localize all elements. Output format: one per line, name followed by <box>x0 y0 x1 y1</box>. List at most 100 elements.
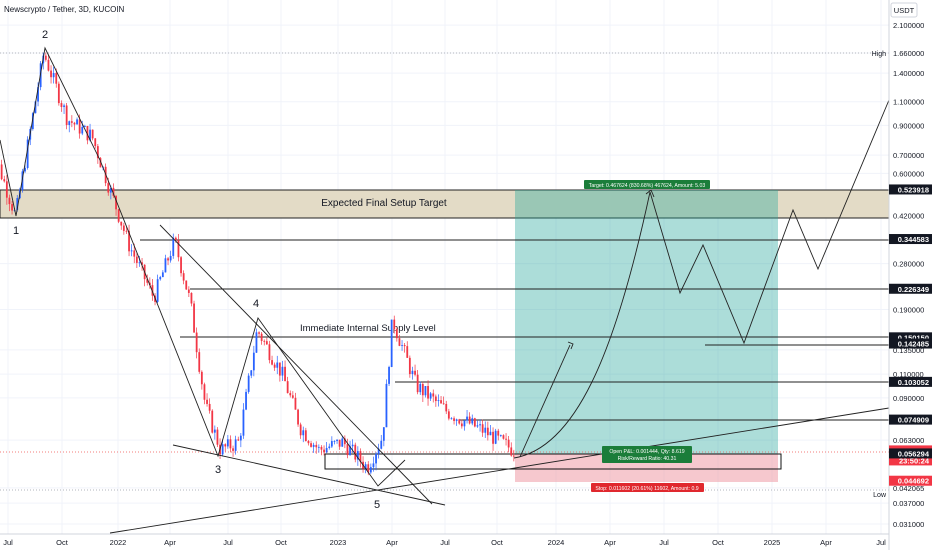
projection-path <box>513 99 890 459</box>
price-label: 0.044692 <box>898 477 929 486</box>
candle-body <box>206 399 208 404</box>
y-tick-label: 0.090000 <box>893 394 924 403</box>
candle-body <box>341 438 344 447</box>
candle-body <box>278 362 281 376</box>
candle-body <box>146 279 149 283</box>
candle-body <box>159 277 162 280</box>
candle-body <box>481 424 484 433</box>
price-label-box <box>889 332 932 343</box>
x-tick-label: Oct <box>275 538 288 547</box>
candle-body <box>310 443 312 447</box>
candle-body <box>460 423 463 427</box>
y-tick-label: 0.190000 <box>893 305 924 314</box>
candle-body <box>328 446 331 448</box>
currency-label: USDT <box>894 6 915 15</box>
candle-body <box>359 451 362 462</box>
candle-body <box>476 425 479 427</box>
x-tick-label: Apr <box>164 538 176 547</box>
candle-body <box>161 272 164 278</box>
stop-info-box <box>591 483 704 492</box>
x-tick-label: Apr <box>604 538 616 547</box>
y-tick-label: 0.700000 <box>893 151 924 160</box>
candle-body <box>250 370 253 376</box>
candle-body <box>128 230 130 252</box>
candle-body <box>24 167 26 172</box>
candle-body <box>291 395 294 398</box>
price-label: 0.074909 <box>898 416 929 425</box>
currency-button[interactable] <box>890 2 918 18</box>
candle-body <box>198 352 201 372</box>
candle-body <box>294 397 297 410</box>
y-tick-label: 0.031000 <box>893 520 924 529</box>
candle-body <box>315 444 318 448</box>
price-label: 0.103052 <box>898 378 929 387</box>
candle-body <box>486 427 489 436</box>
candle-body <box>297 409 299 425</box>
candle-body <box>89 129 91 141</box>
candle-body <box>299 424 302 436</box>
candle-body <box>479 424 481 426</box>
candle-body <box>263 340 266 342</box>
x-tick-label: Oct <box>712 538 725 547</box>
candle-body <box>388 366 390 384</box>
candle-body <box>177 240 180 258</box>
candle-body <box>174 237 177 241</box>
low-label: Low <box>873 492 887 499</box>
x-tick-label: 2023 <box>330 538 347 547</box>
candle-body <box>68 121 71 125</box>
price-label-box <box>889 448 932 459</box>
y-tick-label: 1.100000 <box>893 98 924 107</box>
price-label: 0.142485 <box>898 340 929 349</box>
candle-body <box>346 444 349 456</box>
candle-body <box>349 446 351 456</box>
candle-body <box>419 384 422 393</box>
candle-body <box>395 329 398 339</box>
candle-body <box>52 73 55 78</box>
candle-body <box>65 105 68 125</box>
candle-body <box>239 435 242 441</box>
candle-body <box>47 59 50 71</box>
candle-body <box>232 448 234 451</box>
candle-body <box>323 449 325 453</box>
price-label-box <box>889 475 932 486</box>
candle-body <box>343 438 346 445</box>
candle-body <box>463 420 466 427</box>
candle-body <box>268 344 271 361</box>
candle-body <box>265 341 268 345</box>
arrow-head-icon <box>567 341 574 350</box>
candle-body <box>312 444 315 447</box>
price-scale[interactable] <box>889 0 932 550</box>
y-tick-label: 0.110000 <box>893 370 924 379</box>
candle-body <box>63 105 65 107</box>
price-labels: 0.523918 0.344583 0.226349 0.1501500.142485… <box>889 184 932 486</box>
candle-body <box>284 366 286 382</box>
drawings <box>0 46 890 534</box>
candle-body <box>245 391 247 410</box>
candle-body <box>5 181 8 198</box>
candle-body <box>512 455 515 457</box>
candle-body <box>385 383 388 428</box>
candle-body <box>468 416 471 424</box>
grid <box>0 0 889 534</box>
candle-body <box>505 438 507 440</box>
candle-body <box>447 411 450 419</box>
candle-body <box>286 381 289 394</box>
supply-level-label: Immediate Internal Supply Level <box>300 323 436 334</box>
candle-body <box>252 352 255 371</box>
candle-body <box>55 73 58 84</box>
x-tick-label: Apr <box>820 538 832 547</box>
candle-body <box>260 333 263 341</box>
candle-body <box>208 403 211 411</box>
wave-label-3: 3 <box>215 464 221 476</box>
price-label-box <box>889 283 932 294</box>
candle-body <box>34 101 37 114</box>
x-tick-label: 2025 <box>764 538 781 547</box>
candle-body <box>26 139 29 168</box>
x-axis-ticks: Jul Oct 2022 Apr Jul Oct 2023 Apr Jul Oct 2024 Apr J… <box>3 538 886 547</box>
x-tick-label: Jul <box>876 538 886 547</box>
x-tick-label: 2024 <box>548 538 565 547</box>
candle-body <box>125 230 128 232</box>
candle-body <box>440 400 442 404</box>
candle-body <box>216 429 219 445</box>
